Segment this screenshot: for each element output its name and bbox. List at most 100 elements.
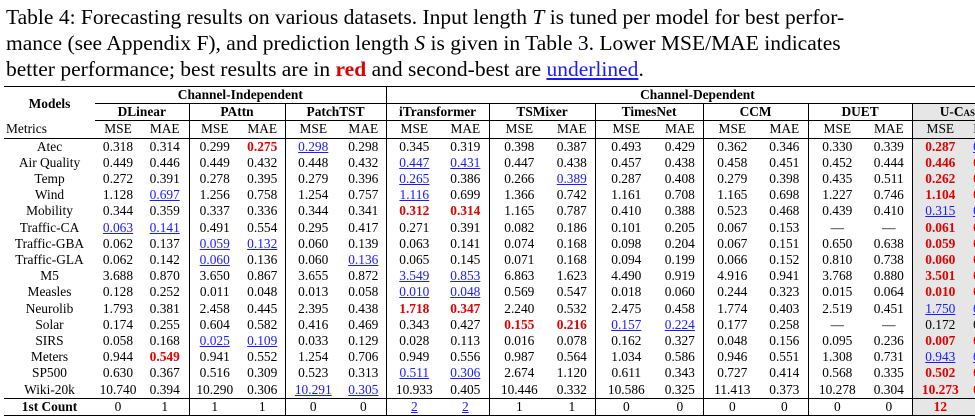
table-cell: 4.916 [702, 268, 762, 285]
best-value: 3.501 [925, 268, 956, 284]
cell-value: 0.941 [199, 349, 230, 365]
table-cell: 0.346 [761, 137, 809, 155]
cell-value: 0.128 [102, 284, 134, 300]
cell-value: 0.452 [822, 154, 853, 170]
table-cell: 0.287 [594, 171, 658, 188]
metrics-row: Metrics MSE MAE MSE MAE MSE MAE MSE MAE MSE MAE MS… [4, 120, 975, 139]
cell-value: 0.532 [556, 300, 587, 316]
cell-value: 0.451 [873, 300, 904, 316]
table-cell: 0.432 [240, 155, 285, 171]
table-cell: 0.398 [488, 137, 550, 155]
cell-value: 0.304 [873, 381, 904, 397]
table-cell: 0.302 [968, 381, 975, 399]
cell-value: 0.141 [450, 235, 481, 251]
cell-value: 0.016 [504, 333, 535, 349]
cell-value: 0.919 [664, 268, 695, 284]
table-cell: 0.373 [761, 382, 808, 399]
table-cell: 1.623 [549, 268, 595, 284]
table-cell: 12 [911, 397, 969, 416]
cell-value: 0.872 [348, 268, 379, 284]
cell-value: 0.414 [769, 365, 800, 381]
cell-value: 0.946 [717, 349, 748, 365]
cell-value: 0.067 [717, 235, 748, 251]
table-cell: 0.011 [188, 284, 240, 301]
table-cell: 0.252 [141, 284, 189, 300]
cell-value: 0.246 [973, 317, 975, 332]
cell-value: 0.095 [822, 333, 853, 349]
table-cell: 0.444 [866, 155, 912, 171]
table-cell: 0.287 [911, 137, 969, 155]
second-best-value: 0.551 [973, 349, 975, 364]
table-cell: 0.236 [866, 333, 912, 349]
table-cell: 1 [549, 397, 596, 416]
table-cell: 0.394 [141, 382, 189, 399]
table-cell: 0.298 [341, 137, 387, 155]
cell-value: 0 [833, 398, 841, 414]
table-cell: 0.604 [188, 316, 240, 334]
table-cell: 0.746 [866, 187, 912, 203]
best-value: 0.430 [973, 155, 975, 170]
cell-value: 0.547 [556, 284, 587, 300]
cell-value: 2.519 [822, 300, 853, 316]
group-channel-dependent: Channel-Dependent [385, 85, 975, 105]
table-cell: 0.025 [188, 333, 240, 350]
table-cell: 0.757 [341, 187, 386, 203]
second-best-value: 0.048 [450, 284, 481, 300]
table-cell: 1.254 [284, 187, 341, 204]
cell-value: 0.787 [556, 203, 587, 219]
metric-mae-header: MAE [873, 121, 904, 137]
cell-value: 0.318 [102, 138, 134, 154]
cell-value: 0.060 [298, 252, 329, 268]
metric-mse-header: MSE [594, 120, 658, 139]
cell-value: 0.447 [504, 154, 535, 170]
caption-variable-s: S [414, 31, 426, 55]
cell-value: 0.944 [102, 349, 134, 365]
row-label: 1st Count [4, 397, 95, 416]
table-cell: 0.944 [95, 349, 141, 365]
second-best-value: 0.389 [556, 171, 587, 187]
cell-value: 0.094 [611, 252, 642, 268]
second-best-value: 0.280 [973, 139, 975, 154]
cell-value: 10.586 [607, 381, 645, 397]
table-cell: 0.516 [188, 365, 240, 382]
table-cell: 0.033 [284, 333, 341, 350]
table-cell: 0.067 [702, 235, 762, 253]
table-cell: 2.674 [488, 365, 550, 382]
table-cell: 0.468 [761, 203, 808, 219]
best-value: 12 [933, 398, 948, 414]
cell-value: 0.145 [450, 252, 481, 268]
cell-value: — [882, 316, 896, 332]
table-cell: — [807, 316, 867, 334]
cell-value: 0.168 [556, 252, 587, 268]
cell-value: 0.335 [873, 365, 904, 381]
table-cell: 0.258 [761, 317, 808, 333]
table-cell: 0.343 [385, 316, 443, 334]
caption-text: mance (see Appendix F), and prediction l… [6, 31, 415, 55]
row-label: Traffic-CA [19, 219, 80, 235]
second-best-value: 0.010 [399, 284, 430, 300]
model-header: DLinear [95, 103, 189, 122]
table-cell: 0.314 [442, 203, 489, 219]
table-cell: 0.448 [284, 154, 341, 172]
metric-mse-header: MSE [702, 120, 762, 139]
table-cell: 0.063 [385, 235, 443, 253]
table-cell: 0.564 [549, 349, 595, 365]
cell-value: 0.345 [399, 138, 430, 154]
table-cell: 0.060 [657, 284, 703, 300]
row-label: Mobility [26, 203, 73, 219]
table-cell: 0.298 [284, 137, 341, 155]
table-cell: 0.337 [188, 203, 240, 220]
table-cell: 0.058 [341, 284, 386, 300]
table-cell: 0.318 [95, 137, 141, 155]
table-cell: 0.381 [141, 301, 189, 317]
table-row: Wiki-20k 10.740 0.394 10.290 0.306 10.291 0.30… [4, 381, 975, 399]
cell-value: 1.623 [556, 268, 587, 284]
table-cell: 0.139 [341, 236, 386, 252]
cell-value: 0.298 [348, 138, 379, 154]
table-cell: 1.116 [385, 187, 443, 204]
table-cell: 0.699 [442, 187, 489, 203]
table-cell: 0.511 [866, 171, 912, 187]
cell-value: 0 [728, 398, 736, 414]
best-value: 0.849 [973, 268, 975, 283]
table-cell: 0.101 [594, 219, 658, 236]
